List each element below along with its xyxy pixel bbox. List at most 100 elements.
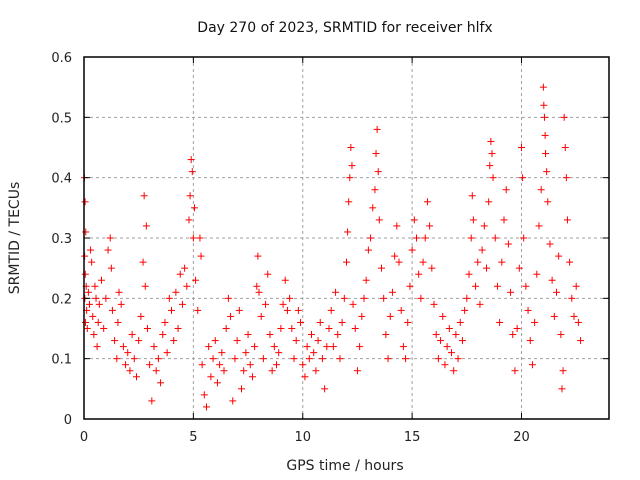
data-point <box>452 331 460 339</box>
data-point <box>386 312 394 320</box>
data-point <box>88 258 96 266</box>
y-tick-label: 0 <box>64 413 72 428</box>
data-point <box>146 361 154 369</box>
data-point <box>165 294 173 302</box>
data-point <box>434 355 442 363</box>
data-point <box>557 331 565 339</box>
data-point <box>574 318 582 326</box>
data-point <box>292 337 300 345</box>
y-tick-label: 0.6 <box>51 51 72 66</box>
data-point <box>373 125 381 133</box>
data-point <box>290 355 298 363</box>
data-point <box>423 198 431 206</box>
data-point <box>375 216 383 224</box>
data-point <box>299 361 307 369</box>
data-point <box>325 325 333 332</box>
data-point <box>334 331 342 339</box>
x-tick-label: 5 <box>189 430 197 445</box>
data-point <box>128 331 136 339</box>
data-point <box>458 337 466 345</box>
data-point <box>170 337 178 345</box>
data-point <box>255 288 263 296</box>
data-point <box>312 367 320 375</box>
data-point <box>187 156 195 164</box>
data-point <box>410 216 418 224</box>
data-point <box>518 144 525 151</box>
data-point <box>417 294 425 302</box>
data-point <box>384 355 392 363</box>
data-point <box>163 349 171 357</box>
data-point <box>491 234 499 242</box>
data-point <box>218 349 226 357</box>
data-point <box>172 288 180 296</box>
data-point <box>286 294 294 302</box>
data-point <box>496 318 504 326</box>
data-point <box>535 222 543 230</box>
data-point <box>382 331 390 339</box>
data-point <box>130 355 138 363</box>
data-point <box>443 343 451 351</box>
data-point <box>437 337 445 345</box>
data-point <box>91 282 99 290</box>
data-point <box>185 216 193 224</box>
data-point <box>546 240 554 248</box>
data-point <box>441 361 449 369</box>
data-point <box>194 306 202 314</box>
tick-labels: 0 0.1 0.2 0.3 0.4 0.5 0.6 0 5 10 15 20 <box>51 51 529 445</box>
data-point <box>555 252 563 260</box>
x-tick-label: 20 <box>513 430 530 445</box>
data-point <box>346 174 354 182</box>
data-point <box>244 331 252 339</box>
data-point <box>351 325 359 332</box>
data-point <box>439 312 447 320</box>
data-point <box>445 325 453 332</box>
data-point <box>203 403 210 411</box>
data-point <box>454 355 462 363</box>
data-point <box>176 270 184 278</box>
data-point <box>561 144 569 151</box>
data-point <box>465 270 473 278</box>
data-point <box>316 318 324 326</box>
data-point <box>209 355 217 363</box>
data-point <box>393 222 401 230</box>
data-point <box>408 246 416 254</box>
data-point <box>242 349 250 357</box>
data-point <box>502 186 510 194</box>
data-point <box>456 318 464 326</box>
data-point <box>469 216 477 224</box>
data-point <box>485 198 493 206</box>
data-point <box>483 264 490 272</box>
data-point <box>314 337 322 345</box>
data-point <box>98 276 105 284</box>
data-point <box>544 198 552 206</box>
data-point <box>207 373 215 381</box>
data-point <box>406 282 414 290</box>
data-point <box>168 306 175 314</box>
data-point <box>186 192 194 200</box>
data-point <box>548 276 556 284</box>
data-point <box>150 343 158 351</box>
data-point <box>115 288 123 296</box>
data-point <box>108 306 116 314</box>
data-point <box>511 367 519 375</box>
data-point <box>402 355 410 363</box>
data-point <box>540 113 548 121</box>
data-point <box>198 361 206 369</box>
data-point <box>428 264 436 272</box>
axis-ticks <box>83 56 609 420</box>
data-point <box>251 343 259 351</box>
data-point <box>353 367 361 375</box>
data-point <box>362 276 370 284</box>
data-point <box>500 216 508 224</box>
data-point <box>82 318 90 326</box>
data-point <box>515 264 523 272</box>
data-point <box>270 343 278 351</box>
data-point <box>281 276 289 284</box>
data-point <box>430 300 438 308</box>
data-point <box>231 355 239 363</box>
data-point <box>487 137 495 145</box>
data-point <box>275 349 283 357</box>
data-point <box>467 234 475 242</box>
data-points <box>80 83 585 411</box>
data-point <box>104 246 112 254</box>
